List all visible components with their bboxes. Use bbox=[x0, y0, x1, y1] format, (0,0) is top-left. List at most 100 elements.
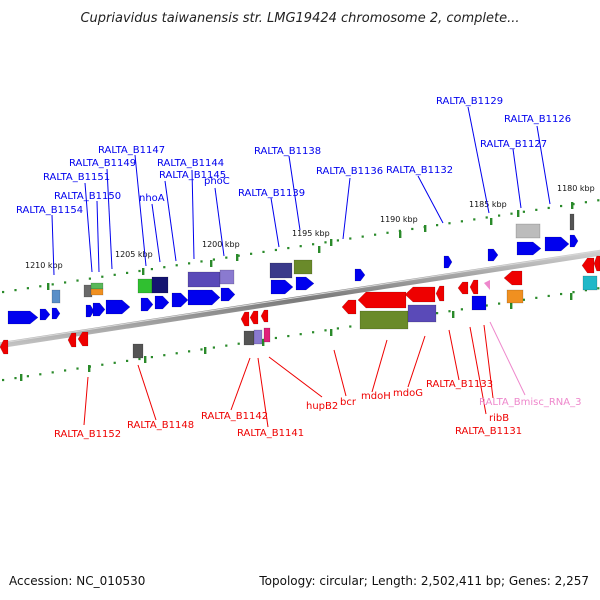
gene-label[interactable]: RALTA_B1139 bbox=[238, 188, 305, 199]
gene-forward-arrow[interactable] bbox=[105, 299, 131, 315]
gene-forward-arrow[interactable] bbox=[354, 268, 366, 282]
misc-rna-arrow[interactable] bbox=[484, 280, 490, 290]
feature-box[interactable] bbox=[506, 289, 524, 304]
gene-label[interactable]: RALTA_B1132 bbox=[386, 165, 453, 176]
leader-line bbox=[417, 175, 444, 224]
gene-label[interactable]: mdoH bbox=[361, 391, 391, 402]
gene-label[interactable]: RALTA_B1147 bbox=[98, 145, 165, 156]
leader-line bbox=[214, 187, 225, 257]
gene-label[interactable]: RALTA_B1149 bbox=[69, 158, 136, 169]
rail-dot bbox=[200, 260, 203, 263]
feature-box[interactable] bbox=[359, 310, 409, 330]
gene-reverse-arrow[interactable] bbox=[457, 281, 469, 295]
feature-box[interactable] bbox=[263, 327, 271, 343]
gene-label[interactable]: RALTA_B1141 bbox=[237, 428, 304, 439]
leader-line bbox=[151, 203, 161, 263]
gene-forward-arrow[interactable] bbox=[487, 248, 499, 262]
gene-forward-arrow[interactable] bbox=[270, 279, 294, 295]
leader-line bbox=[448, 329, 460, 381]
gene-label[interactable]: RALTA_B1145 bbox=[159, 170, 226, 181]
gene-label[interactable]: RALTA_B1138 bbox=[254, 146, 321, 157]
gene-label[interactable]: RALTA_B1150 bbox=[54, 191, 121, 202]
gene-label[interactable]: RALTA_B1148 bbox=[127, 420, 194, 431]
gene-label[interactable]: RALTA_B1144 bbox=[157, 158, 224, 169]
gene-forward-arrow[interactable] bbox=[171, 292, 189, 308]
gene-reverse-arrow[interactable] bbox=[260, 309, 269, 323]
gene-label[interactable]: RALTA_B1127 bbox=[480, 139, 547, 150]
rail-dot bbox=[150, 267, 153, 271]
gene-label[interactable]: mdoG bbox=[393, 388, 423, 399]
rail-dot bbox=[349, 237, 352, 240]
gene-forward-arrow[interactable] bbox=[140, 297, 154, 312]
rail-dot bbox=[76, 367, 79, 370]
feature-box[interactable] bbox=[219, 269, 235, 285]
feature-box[interactable] bbox=[51, 289, 61, 304]
gene-label[interactable]: RALTA_B1152 bbox=[54, 429, 121, 440]
feature-box[interactable] bbox=[269, 262, 293, 279]
gene-label[interactable]: RALTA_B1151 bbox=[43, 172, 110, 183]
feature-box[interactable] bbox=[90, 288, 104, 296]
feature-box[interactable] bbox=[569, 213, 575, 231]
rail-dot bbox=[547, 206, 550, 210]
gene-label[interactable]: RALTA_B1129 bbox=[436, 96, 503, 107]
gene-reverse-arrow[interactable] bbox=[581, 257, 595, 274]
gene-label[interactable]: RALTA_B1154 bbox=[16, 205, 83, 216]
gene-label[interactable]: RALTA_B1131 bbox=[455, 426, 522, 437]
feature-box[interactable] bbox=[90, 282, 104, 290]
gene-reverse-arrow[interactable] bbox=[404, 286, 436, 303]
leader-line bbox=[191, 169, 195, 260]
feature-box[interactable] bbox=[253, 329, 263, 345]
gene-forward-arrow[interactable] bbox=[295, 276, 315, 291]
gene-forward-arrow[interactable] bbox=[544, 236, 570, 252]
feature-box[interactable] bbox=[187, 271, 221, 288]
gene-reverse-arrow[interactable] bbox=[469, 279, 479, 295]
feature-box[interactable] bbox=[243, 330, 255, 346]
feature-box[interactable] bbox=[132, 343, 144, 359]
rail-dot bbox=[101, 275, 104, 278]
gene-forward-arrow[interactable] bbox=[92, 302, 106, 317]
gene-forward-arrow[interactable] bbox=[443, 255, 453, 269]
gene-forward-arrow[interactable] bbox=[220, 287, 236, 302]
gene-forward-arrow[interactable] bbox=[187, 289, 221, 306]
gene-reverse-arrow[interactable] bbox=[503, 270, 523, 286]
gene-label[interactable]: bcr bbox=[340, 397, 357, 408]
gene-label[interactable]: RALTA_B1126 bbox=[504, 114, 571, 125]
gene-forward-arrow[interactable] bbox=[85, 304, 95, 318]
feature-box[interactable] bbox=[582, 275, 598, 291]
gene-reverse-arrow[interactable] bbox=[249, 310, 259, 325]
gene-reverse-arrow[interactable] bbox=[341, 299, 357, 315]
rail-dot bbox=[411, 227, 414, 231]
gene-label[interactable]: nhoA bbox=[139, 193, 165, 204]
gene-label[interactable]: RALTA_B1142 bbox=[201, 411, 268, 422]
rail-dot bbox=[212, 258, 215, 261]
gene-label[interactable]: RALTA_Bmisc_RNA_3 bbox=[479, 397, 581, 408]
gene-reverse-arrow[interactable] bbox=[593, 255, 600, 272]
gene-label[interactable]: hupB2 bbox=[306, 401, 338, 412]
gene-label[interactable]: RALTA_B1133 bbox=[426, 379, 493, 390]
feature-box[interactable] bbox=[515, 223, 541, 239]
feature-box[interactable] bbox=[471, 295, 487, 311]
feature-box[interactable] bbox=[137, 278, 153, 294]
gene-label[interactable]: RALTA_B1136 bbox=[316, 166, 383, 177]
gene-reverse-arrow[interactable] bbox=[0, 339, 9, 355]
gene-reverse-arrow[interactable] bbox=[240, 311, 250, 327]
map-title: Cupriavidus taiwanensis str. LMG19424 ch… bbox=[80, 11, 519, 26]
gene-forward-arrow[interactable] bbox=[569, 234, 579, 248]
gene-label[interactable]: phoC bbox=[204, 176, 230, 187]
gene-forward-arrow[interactable] bbox=[516, 241, 542, 256]
scale-tick bbox=[210, 260, 213, 267]
feature-box[interactable] bbox=[407, 304, 437, 323]
gene-forward-arrow[interactable] bbox=[51, 307, 61, 320]
feature-box[interactable] bbox=[151, 276, 169, 294]
chromosome-backbone bbox=[0, 249, 600, 349]
gene-forward-arrow[interactable] bbox=[7, 310, 39, 325]
gene-reverse-arrow[interactable] bbox=[67, 332, 77, 348]
gene-label[interactable]: ribB bbox=[489, 413, 509, 424]
gene-reverse-arrow[interactable] bbox=[77, 331, 89, 347]
gene-reverse-arrow[interactable] bbox=[435, 285, 445, 302]
gene-forward-arrow[interactable] bbox=[154, 295, 170, 310]
gene-reverse-arrow[interactable] bbox=[357, 291, 407, 309]
feature-box[interactable] bbox=[293, 259, 313, 275]
gene-forward-arrow[interactable] bbox=[39, 308, 51, 321]
